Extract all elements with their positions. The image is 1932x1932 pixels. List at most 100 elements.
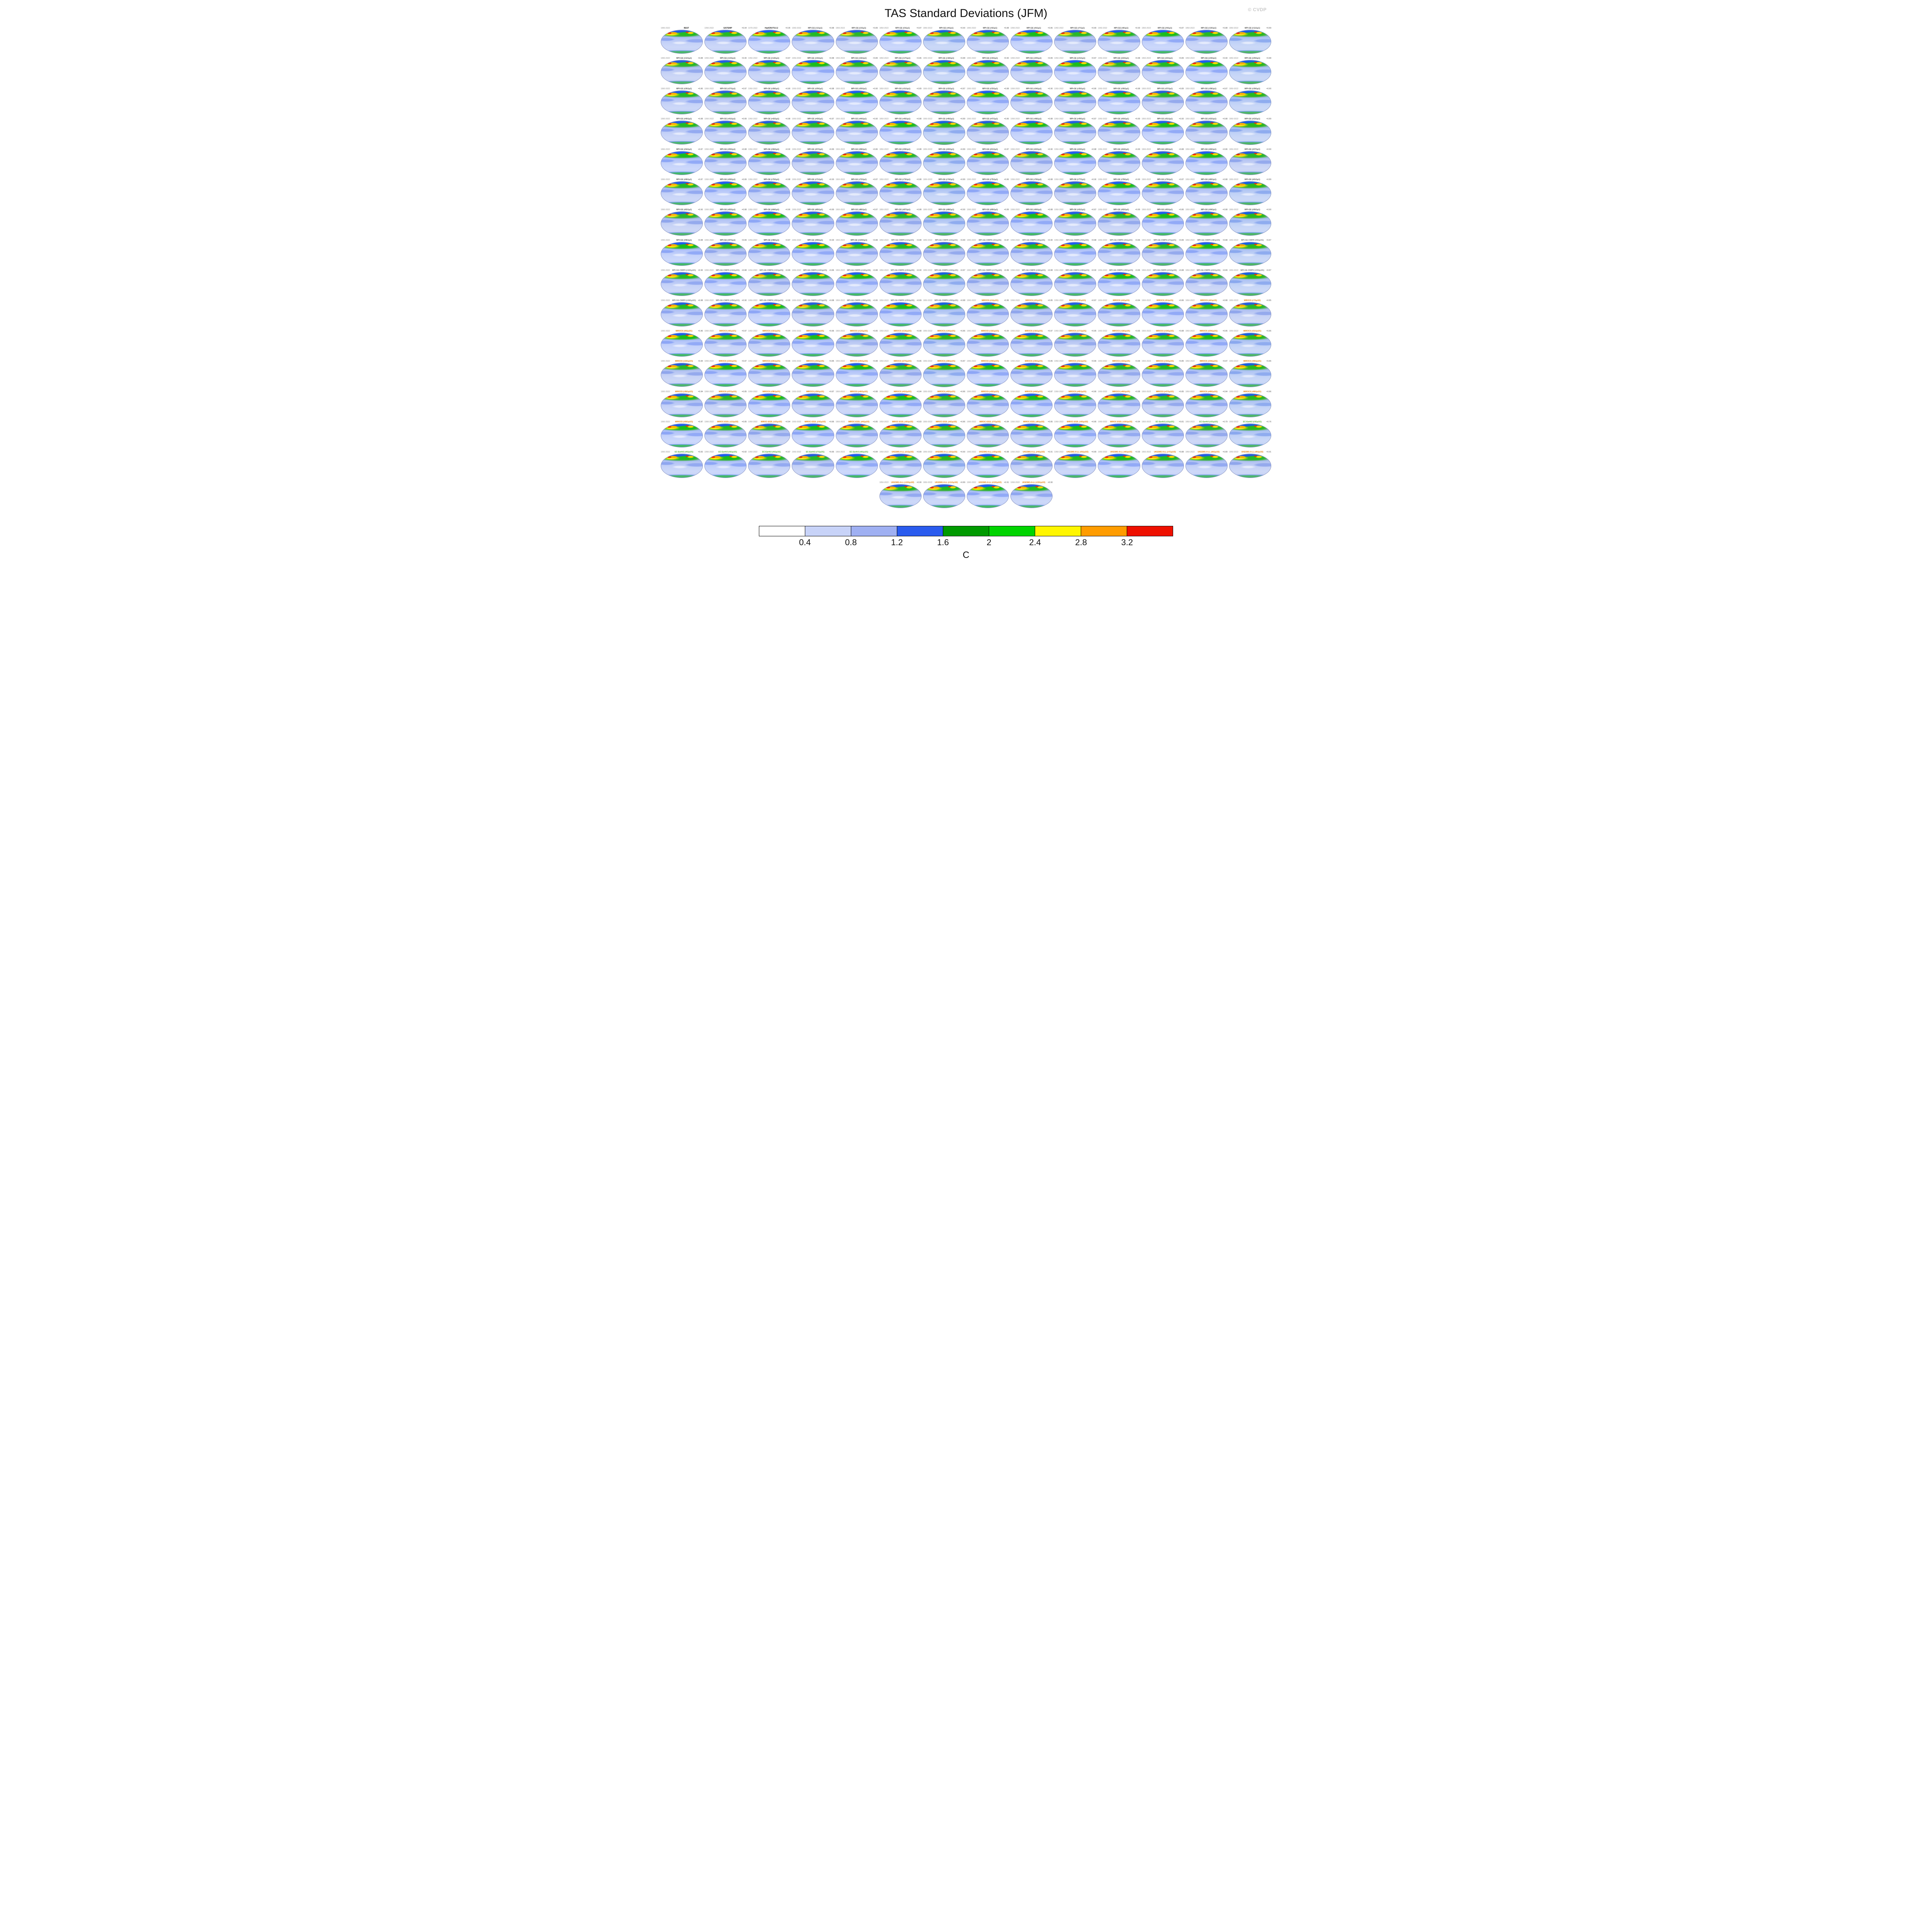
map-years: 1950-2022: [704, 299, 714, 302]
map-header: 1950-2022 MIROC6 (r21i1p1f1) =0.86: [1229, 330, 1271, 333]
map-header: 1950-2022 MPI-GE (r58i1p1) =0.86: [836, 148, 878, 151]
globe-map: [661, 151, 703, 175]
map-years: 1950-2022: [661, 420, 670, 423]
map-cell: 1950-2022 MPI-GE-CMIP6 (r21i1p1f1) =0.88: [1141, 269, 1184, 296]
map-model-label: MPI-GE (r91i1p1): [1070, 209, 1085, 211]
map-header: 1950-2022 UKESM1-0-LL (r7i1p1f2) =0.88: [1142, 451, 1184, 454]
map-model-label: MIROC6 (r36i1p1f1): [675, 390, 693, 393]
map-header: 1950-2022 MIROC6 (r20i1p1f1) =0.85: [1185, 330, 1228, 333]
map-model-label: MIROC6 (r38i1p1f1): [762, 390, 781, 393]
map-cell: 1950-2022 MPI-GE (r30i1p1) =0.90: [835, 88, 878, 115]
map-model-label: MIROC6 (r48i1p1f1): [1199, 390, 1218, 393]
map-model-label: EC-Earth3 (r4i1p1f1): [675, 451, 694, 454]
map-years: 1950-2022: [879, 118, 889, 121]
map-header: 1950-2022 MIROC6 (r14i1p1f1) =0.86: [923, 330, 965, 333]
map-pattern-correlation: =0.90: [742, 57, 747, 60]
map-model-label: MPI-GE (r1i1p1): [808, 27, 823, 29]
map-years: 1950-2022: [923, 451, 932, 454]
map-model-label: MPI-GE (r22i1p1): [1113, 57, 1129, 60]
map-cell: 1950-2022 MPI-GE (r62i1p1) =0.90: [1010, 148, 1053, 175]
globe-map: [1098, 393, 1140, 417]
map-years: 1950-2022: [879, 360, 889, 363]
map-header: 1950-2022 MPI-GE (r85i1p1) =0.89: [792, 209, 834, 211]
map-cell: 1950-2022 MPI-GE (r85i1p1) =0.89: [792, 209, 834, 236]
globe-map: [923, 484, 965, 508]
map-cell: 1950-2022 MPI-GE (r72i1p1) =0.87: [835, 179, 878, 206]
globe-map: [879, 363, 922, 387]
map-model-label: MPI-GE (r74i1p1): [939, 178, 954, 181]
map-cell: 1950-2022 MPI-GE (r8i1p1) =0.90: [1098, 27, 1140, 54]
map-years: 1950-2022: [1229, 451, 1238, 454]
globe-map: [1010, 332, 1053, 357]
map-model-label: MIROC-ES2L (r10i1p1f2): [1110, 420, 1133, 423]
globe-map: [792, 90, 834, 115]
map-model-label: MPI-GE (r82i1p1): [676, 209, 692, 211]
map-years: 1950-2022: [879, 299, 889, 302]
map-pattern-correlation: =0.86: [829, 330, 834, 332]
map-years: 1950-2022: [1054, 269, 1064, 272]
map-pattern-correlation: =0.94: [742, 27, 747, 29]
map-pattern-correlation: =0.88: [1135, 360, 1140, 363]
map-pattern-correlation: =0.90: [1135, 451, 1140, 454]
map-pattern-correlation: =0.84: [917, 390, 922, 393]
map-header: 1950-2022 UKESM1-0-LL (r5i1p1f2) =0.89: [1054, 451, 1096, 454]
map-years: 1950-2022: [1054, 451, 1064, 454]
map-header: 1950-2022 MPI-GE (r52i1p1) =0.88: [1185, 118, 1228, 121]
map-header: 1950-2022 MPI-GE (r2i1p1) =0.89: [836, 27, 878, 30]
map-pattern-correlation: =0.89: [742, 118, 747, 121]
map-model-label: MPI-GE (r2i1p1): [852, 27, 866, 29]
map-header: 1950-2022 MPI-GE (r25i1p1) =0.88: [1229, 57, 1271, 60]
map-years: 1950-2022: [1141, 118, 1151, 121]
globe-map: [792, 302, 834, 327]
map-years: 1950-2022: [1054, 148, 1064, 151]
map-cell: 1950-2022 MPI-GE-CMIP6 (r29i1p1f1) =0.89: [879, 299, 922, 327]
map-cell: 1950-2022 EC-Earth3 (r4i1p1f1) =0.83: [661, 451, 703, 478]
map-model-label: MIROC6 (r43i1p1f1): [981, 390, 999, 393]
map-model-label: MPI-GE-CMIP6 (r17i1p1f1): [978, 269, 1002, 272]
map-cell: 1950-2022 MPI-GE-CMIP6 (r28i1p1f1) =0.86: [835, 299, 878, 327]
map-cell: 1950-2022 MPI-GE (r4i1p1) =0.90: [923, 27, 965, 54]
globe-map: [1054, 242, 1097, 266]
map-cell: 1950-2022 MPI-GE (r29i1p1) =0.88: [792, 88, 834, 115]
map-cell: 1950-2022 MPI-GE-CMIP6 (r5i1p1f1) =0.88: [1054, 239, 1097, 266]
map-cell: 1950-2022 MIROC6 (r50i1p1f1) =0.87: [661, 420, 703, 448]
map-cell: 1950-2022 MIROC6 (r30i1p1f1) =0.85: [1010, 360, 1053, 387]
maps-grid: 1950-2022 BEST 1950-2022 GISTEMP =0.94 1979-2…: [657, 27, 1275, 508]
map-header: 1950-2022 MPI-GE-CMIP6 (r30i1p1f1) =0.88: [923, 299, 965, 302]
map-pattern-correlation: =0.86: [1091, 390, 1097, 393]
map-years: 1950-2022: [704, 178, 714, 181]
map-years: 1950-2022: [1010, 420, 1020, 423]
map-header: 1950-2022 UKESM1-0-LL (r11i1p1f2) =0.89: [923, 481, 965, 484]
map-header: 1950-2022 MPI-GE (r41i1p1) =0.89: [704, 118, 747, 121]
map-cell: 1950-2022 MPI-GE (r46i1p1) =0.89: [923, 118, 965, 145]
map-pattern-correlation: =0.89: [917, 87, 922, 90]
map-years: 1950-2022: [1141, 27, 1151, 29]
map-pattern-correlation: =0.90: [1266, 148, 1271, 151]
map-pattern-correlation: =0.90: [1223, 57, 1228, 60]
map-years: 1950-2022: [1185, 57, 1195, 60]
map-model-label: MPI-GE-CMIP6 (r30i1p1f1): [934, 299, 958, 302]
globe-map: [835, 332, 878, 357]
map-pattern-correlation: =0.86: [960, 330, 965, 332]
map-years: 1950-2022: [1054, 209, 1064, 211]
map-model-label: MPI-GE (r89i1p1): [982, 209, 998, 211]
map-pattern-correlation: =0.82: [742, 451, 747, 454]
map-pattern-correlation: =0.86: [1135, 330, 1140, 332]
map-cell: 1950-2022 MPI-GE (r16i1p1) =0.89: [835, 57, 878, 84]
map-years: 1950-2022: [1229, 269, 1238, 272]
map-cell: 1950-2022 MPI-GE-CMIP6 (r13i1p1f1) =0.86: [792, 269, 834, 296]
globe-map: [1054, 393, 1097, 417]
map-cell: 1950-2022 MPI-GE (r81i1p1) =0.89: [1229, 179, 1271, 206]
map-years: 1950-2022: [1054, 239, 1064, 242]
map-header: 1950-2022 MPI-GE-CMIP6 (r1i1p1f1) =0.88: [879, 239, 922, 242]
map-header: 1950-2022 MPI-GE (r14i1p1) =0.87: [748, 57, 790, 60]
map-model-label: MPI-GE-CMIP6 (r13i1p1f1): [803, 269, 827, 272]
map-pattern-correlation: =0.88: [917, 330, 922, 332]
globe-map: [1141, 242, 1184, 266]
map-pattern-correlation: =0.89: [1223, 451, 1228, 454]
map-years: 1950-2022: [1098, 269, 1107, 272]
map-years: 1950-2022: [1010, 57, 1020, 60]
map-model-label: MPI-GE (r23i1p1): [1157, 57, 1173, 60]
map-pattern-correlation: =0.86: [785, 360, 791, 363]
map-years: 1950-2022: [923, 87, 932, 90]
